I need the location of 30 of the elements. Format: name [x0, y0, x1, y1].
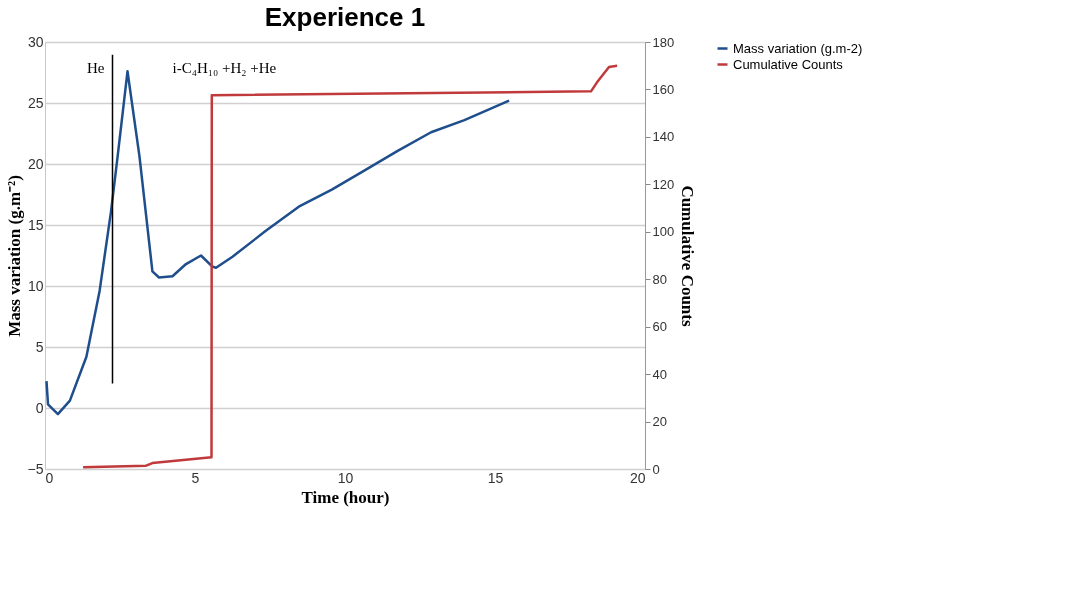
- y2-tick-label: 140: [652, 129, 675, 145]
- y2-tick-label: 160: [652, 81, 675, 97]
- x-axis-title: Time (hour): [301, 487, 390, 507]
- y-tick-label: 15: [27, 216, 44, 233]
- y2-tick-label: 40: [652, 366, 667, 382]
- y-tick-label: 30: [27, 33, 44, 50]
- x-tick-label: 5: [191, 469, 200, 486]
- annotation: i-C₄H₁₀ +H₂ +He: [172, 59, 277, 76]
- legend-label: Mass variation (g.m-2): [733, 40, 863, 56]
- y2-tick-label: 180: [652, 34, 675, 50]
- y2-tick-label: 20: [652, 414, 667, 430]
- y-tick-label: 20: [27, 155, 44, 172]
- y-tick-label: 5: [35, 338, 44, 355]
- y2-tick-label: 100: [652, 224, 675, 240]
- x-tick-label: 20: [629, 469, 646, 486]
- line-series: [81, 64, 619, 469]
- y-tick-label: 0: [35, 399, 44, 416]
- annotation: He: [87, 59, 105, 76]
- x-tick-label: 15: [487, 469, 504, 486]
- y-tick-label: 25: [27, 94, 44, 111]
- legend-label: Cumulative Counts: [733, 56, 844, 72]
- x-tick-label: 10: [337, 469, 354, 486]
- chart-title: Experience 1: [264, 2, 426, 32]
- y2-tick-label: 60: [652, 319, 667, 335]
- y-tick-label: 10: [27, 277, 44, 294]
- y-tick-label: −5: [27, 460, 44, 477]
- y2-tick-label: 80: [652, 271, 667, 287]
- y-axis-title: Mass variation (g.m⁻²): [4, 175, 24, 337]
- y2-axis-title: Cumulative Counts: [678, 185, 698, 327]
- y2-tick-label: 120: [652, 176, 675, 192]
